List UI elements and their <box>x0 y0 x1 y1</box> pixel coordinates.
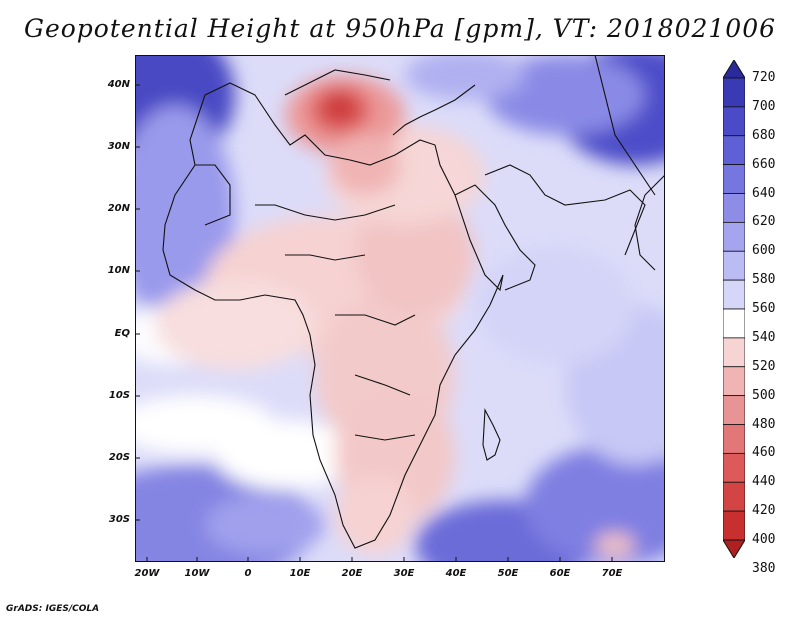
colorbar-level-label: 560 <box>752 301 776 316</box>
colorbar-segment <box>723 510 745 541</box>
colorbar-level-label: 380 <box>752 560 776 576</box>
colorbar-level-label: 420 <box>752 503 776 519</box>
lon-label: 10W <box>184 568 210 579</box>
lat-label: 20N <box>107 203 130 214</box>
colorbar-top-triangle <box>723 60 745 79</box>
colorbar-level-label: 660 <box>752 156 776 172</box>
colorbar-level-label: 480 <box>752 416 776 432</box>
lon-label: 50E <box>497 568 519 579</box>
lon-label: 20E <box>341 568 363 579</box>
colorbar-segment <box>723 337 745 368</box>
colorbar-segment <box>723 221 745 252</box>
colorbar-level-label: 520 <box>752 358 776 374</box>
lat-label: 30N <box>107 141 130 152</box>
colorbar-segment <box>723 250 745 281</box>
lon-label: 0 <box>244 568 252 579</box>
lon-label: 30E <box>393 568 415 579</box>
lat-label: EQ <box>114 328 130 339</box>
colorbar <box>723 60 745 558</box>
colorbar-level-label: 540 <box>752 329 776 345</box>
lat-label: 30S <box>108 514 130 525</box>
colorbar-level-label: 600 <box>752 243 776 259</box>
lon-label: 60E <box>549 568 571 579</box>
colorbar-segment <box>723 366 745 397</box>
colorbar-segment <box>723 106 745 137</box>
colorbar-level-label: 440 <box>752 474 776 490</box>
colorbar-level-label: 700 <box>752 98 776 114</box>
footer-credit: GrADS: IGES/COLA <box>6 604 100 614</box>
colorbar-segment <box>723 452 745 483</box>
lon-label: 20W <box>134 568 160 579</box>
colorbar-level-label: 500 <box>752 387 776 403</box>
colorbar-segment <box>723 135 745 166</box>
lat-label: 10N <box>107 265 130 276</box>
colorbar-segment <box>723 77 745 108</box>
colorbar-segment <box>723 481 745 512</box>
colorbar-level-label: 640 <box>752 185 776 201</box>
colorbar-segment <box>723 395 745 425</box>
map-title: Geopotential Height at 950hPa [gpm], VT:… <box>23 14 777 43</box>
plot-frame <box>135 55 665 562</box>
colorbar-bottom-triangle <box>723 539 745 558</box>
lon-label: 40E <box>445 568 467 579</box>
colorbar-segment <box>723 193 745 223</box>
lat-label: 10S <box>108 390 130 401</box>
colorbar-level-label: 580 <box>752 272 776 288</box>
colorbar-segment <box>723 279 745 310</box>
lat-label: 40N <box>107 79 130 90</box>
colorbar-segment <box>723 424 745 454</box>
lon-label: 70E <box>601 568 623 579</box>
lon-label: 10E <box>289 568 311 579</box>
colorbar-segment <box>723 164 745 194</box>
height-field <box>135 55 665 562</box>
lat-label: 20S <box>108 452 130 463</box>
colorbar-level-label: 620 <box>752 214 776 230</box>
map-plot <box>135 55 665 562</box>
colorbar-level-label: 460 <box>752 445 776 461</box>
colorbar-segment <box>723 308 745 339</box>
colorbar-level-label: 720 <box>752 70 776 85</box>
colorbar-level-label: 680 <box>752 127 776 143</box>
colorbar-level-label: 400 <box>752 532 776 547</box>
coastlines <box>162 55 665 549</box>
